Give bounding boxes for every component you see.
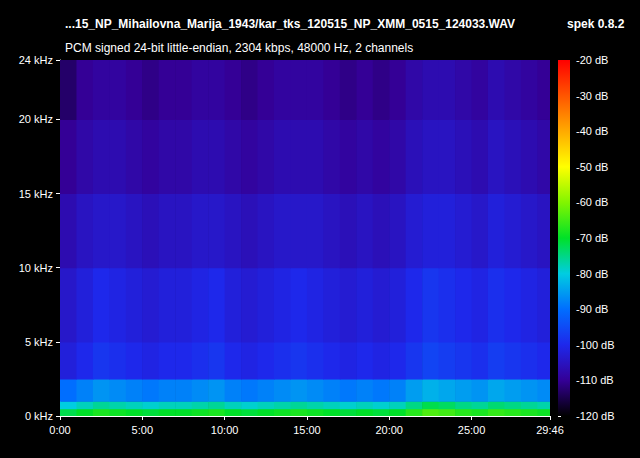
svg-text:-110 dB: -110 dB bbox=[576, 374, 614, 386]
svg-text:20 kHz: 20 kHz bbox=[19, 113, 53, 125]
svg-text:...15_NP_Mihailovna_Marija_194: ...15_NP_Mihailovna_Marija_1943/kar_tks_… bbox=[65, 17, 515, 31]
svg-text:29:46: 29:46 bbox=[536, 424, 564, 436]
svg-text:-20 dB: -20 dB bbox=[576, 54, 608, 66]
svg-text:-100 dB: -100 dB bbox=[576, 339, 615, 351]
svg-text:5:00: 5:00 bbox=[132, 424, 153, 436]
svg-text:15:00: 15:00 bbox=[293, 424, 321, 436]
svg-text:-80 dB: -80 dB bbox=[576, 268, 608, 280]
svg-text:-60 dB: -60 dB bbox=[576, 196, 608, 208]
svg-text:15 kHz: 15 kHz bbox=[19, 188, 53, 200]
svg-text:spek 0.8.2: spek 0.8.2 bbox=[567, 17, 625, 31]
svg-text:10 kHz: 10 kHz bbox=[19, 262, 53, 274]
svg-text:-90 dB: -90 dB bbox=[576, 303, 608, 315]
svg-text:-30 dB: -30 dB bbox=[576, 90, 608, 102]
svg-text:24 kHz: 24 kHz bbox=[19, 54, 53, 66]
svg-text:10:00: 10:00 bbox=[211, 424, 239, 436]
svg-text:20:00: 20:00 bbox=[375, 424, 403, 436]
svg-text:-120 dB: -120 dB bbox=[576, 410, 615, 422]
svg-text:0 kHz: 0 kHz bbox=[25, 410, 53, 422]
svg-text:25:00: 25:00 bbox=[458, 424, 486, 436]
svg-text:-50 dB: -50 dB bbox=[576, 161, 608, 173]
svg-text:0:00: 0:00 bbox=[49, 424, 70, 436]
svg-text:5 kHz: 5 kHz bbox=[25, 336, 53, 348]
svg-text:-70 dB: -70 dB bbox=[576, 232, 608, 244]
svg-text:PCM signed 24-bit little-endia: PCM signed 24-bit little-endian, 2304 kb… bbox=[65, 41, 413, 55]
svg-text:-40 dB: -40 dB bbox=[576, 125, 608, 137]
